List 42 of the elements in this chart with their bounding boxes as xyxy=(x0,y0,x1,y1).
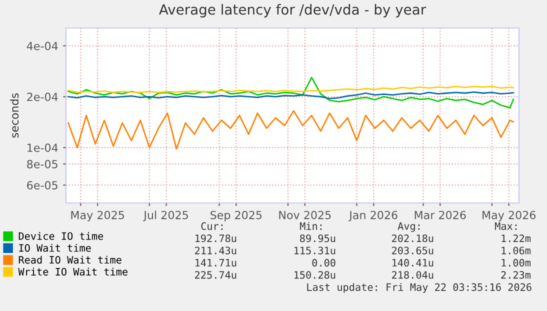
y-tick-label: 6e-05 xyxy=(27,181,58,190)
text: 211.43u xyxy=(195,246,236,254)
text: Avg: xyxy=(398,222,420,232)
text: 192.78u xyxy=(195,234,236,242)
x-tick-label: Sep 2025 xyxy=(210,210,262,222)
x-tick-label: Jan 2026 xyxy=(348,210,398,222)
legend-label: Read IO Wait time xyxy=(18,256,122,264)
text: 141.71u xyxy=(195,259,236,267)
text: Max: xyxy=(495,222,517,230)
text: 218.04u xyxy=(392,271,434,279)
legend-label: Device IO time xyxy=(18,232,104,240)
text: 115.31u xyxy=(294,246,336,254)
legend-label: IO Wait time xyxy=(19,244,91,252)
legend-label: Write IO Wait time xyxy=(18,268,128,276)
x-tick-label: May 2025 xyxy=(71,210,124,222)
text: 2.23m xyxy=(501,271,531,279)
text: 150.28u xyxy=(294,271,336,279)
text: 1.22m xyxy=(502,234,531,242)
y-tick-label: 2e-04 xyxy=(27,92,58,102)
x-tick-label: Mar 2026 xyxy=(414,210,466,220)
text: 89.95u xyxy=(300,234,336,242)
x-tick-label: Jul 2025 xyxy=(143,210,188,222)
y-tick-label: 4e-04 xyxy=(26,42,58,50)
x-tick-label: May 2026 xyxy=(482,210,536,222)
text: 225.74u xyxy=(195,271,236,279)
text: 202.18u xyxy=(392,234,434,242)
text: Last update: Fri May 22 03:35:16 2026 xyxy=(307,283,532,293)
text: Cur: xyxy=(201,222,223,230)
line-series xyxy=(68,76,514,108)
text: 1.00m xyxy=(502,258,531,267)
line-series xyxy=(68,110,514,150)
text: 203.65u xyxy=(392,246,434,254)
text: Min: xyxy=(300,222,322,230)
y-axis-title: seconds xyxy=(10,93,19,138)
y-tick-label: 8e-05 xyxy=(27,160,58,168)
line-series xyxy=(68,91,514,100)
text: 1.06m xyxy=(502,246,531,254)
x-tick-label: Nov 2025 xyxy=(279,210,331,220)
text: 140.41u xyxy=(392,258,434,267)
text: 0.00 xyxy=(312,258,336,267)
y-tick-label: 1e-04 xyxy=(28,144,58,152)
chart-title: Average latency for /dev/vda - by year xyxy=(159,4,426,18)
